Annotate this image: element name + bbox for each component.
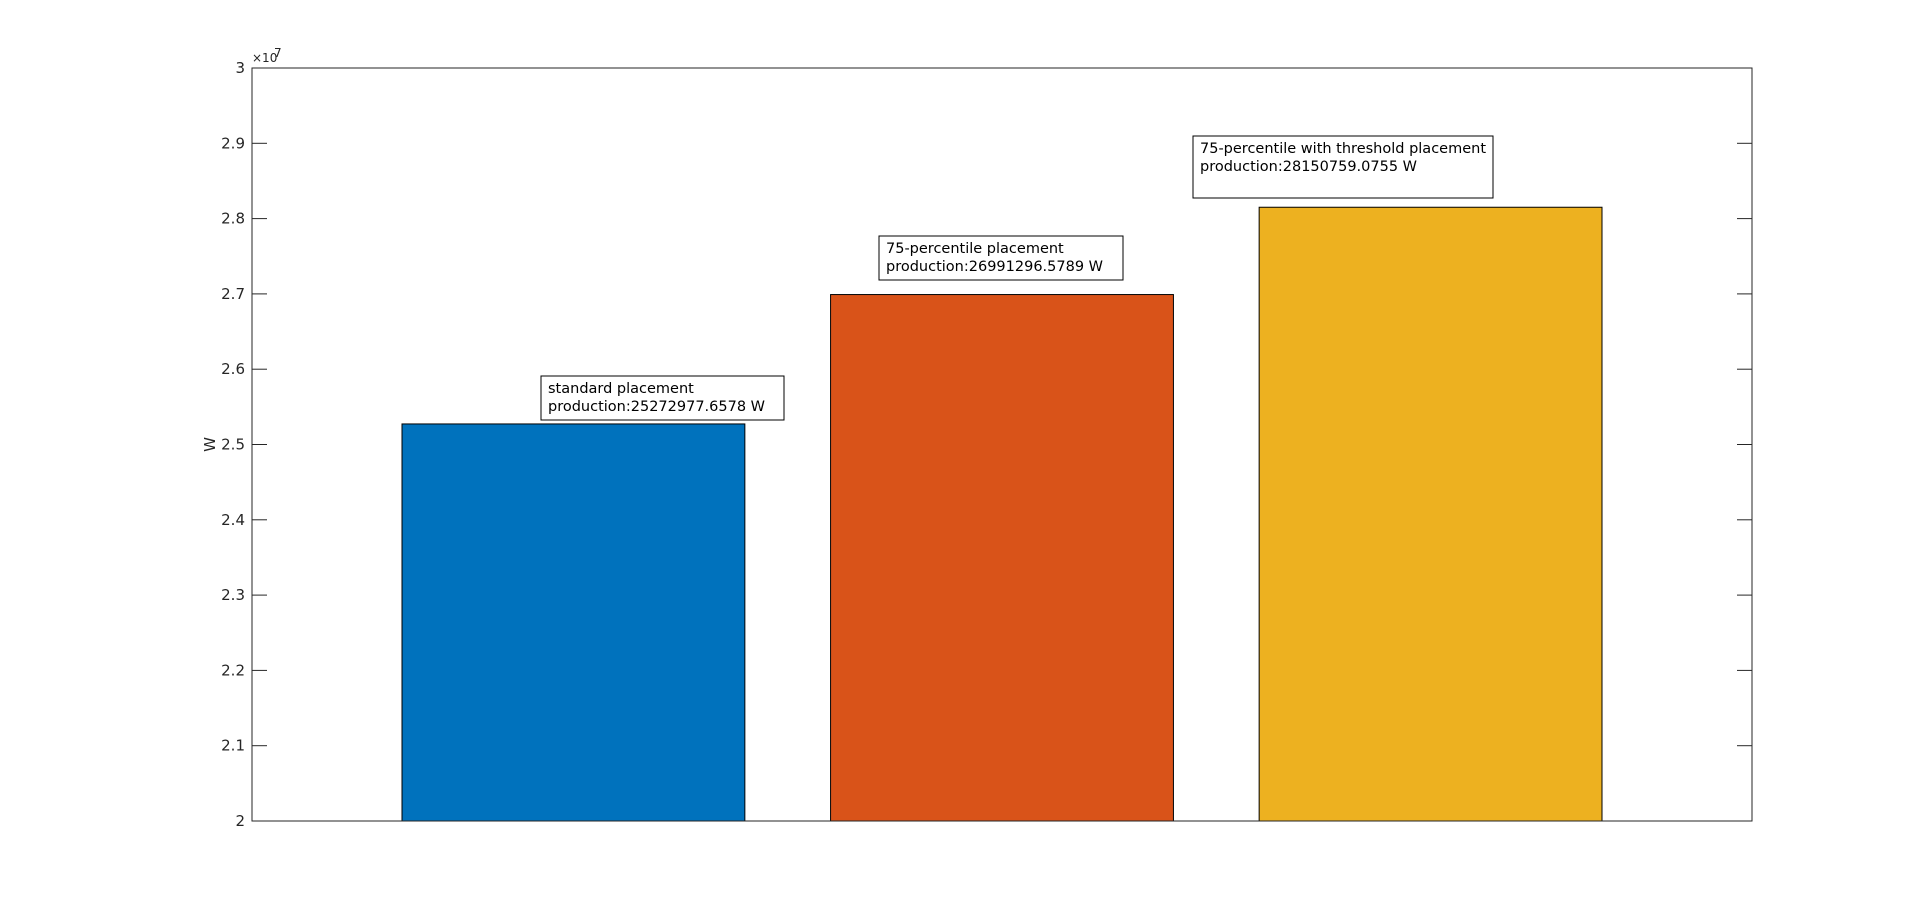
annotation-1: standard placement production:25272977.65… <box>540 375 785 421</box>
annotation-label: 75-percentile with threshold placement <box>1200 141 1486 157</box>
annotation-label: standard placement <box>548 381 694 397</box>
annotation-box <box>878 235 1124 281</box>
annotation-box <box>1192 135 1494 199</box>
annotation-value: production:25272977.6578 W <box>548 399 765 415</box>
bar-2 <box>830 294 1174 822</box>
annotation-2: 75-percentile placement production:269912… <box>878 235 1124 281</box>
annotations-layer: standard placement production:25272977.65… <box>540 135 1494 421</box>
y-tick-label: 2.8 <box>221 210 245 228</box>
annotation-3: 75-percentile with threshold placement pr… <box>1192 135 1494 199</box>
annotation-label: 75-percentile placement <box>886 241 1064 257</box>
bars-layer <box>401 206 1603 822</box>
y-tick-label: 2.2 <box>221 661 245 679</box>
y-tick-label: 2 <box>235 812 245 830</box>
bar-1 <box>401 423 746 822</box>
y-axis-label: W <box>201 437 219 452</box>
annotation-box <box>540 375 785 421</box>
y-tick-label: 2.9 <box>221 134 245 152</box>
y-tick-label: 2.6 <box>221 360 245 378</box>
y-exponent-power: 7 <box>274 46 282 60</box>
ticks-layer: 2 2.1 2.2 2.3 2.4 2.5 2.6 2.7 2.8 2.9 3 <box>221 59 1752 830</box>
y-tick-label: 2.4 <box>221 511 245 529</box>
y-exponent: ×10 7 <box>252 46 282 65</box>
y-exponent-base: ×10 <box>252 51 277 65</box>
annotation-value: production:26991296.5789 W <box>886 259 1103 275</box>
bar-3 <box>1258 206 1603 822</box>
y-tick-label: 2.7 <box>221 285 245 303</box>
y-tick-label: 2.3 <box>221 586 245 604</box>
y-tick-label: 2.1 <box>221 737 245 755</box>
annotation-value: production:28150759.0755 W <box>1200 159 1417 175</box>
y-tick-label: 2.5 <box>221 436 245 454</box>
y-tick-label: 3 <box>235 59 245 77</box>
